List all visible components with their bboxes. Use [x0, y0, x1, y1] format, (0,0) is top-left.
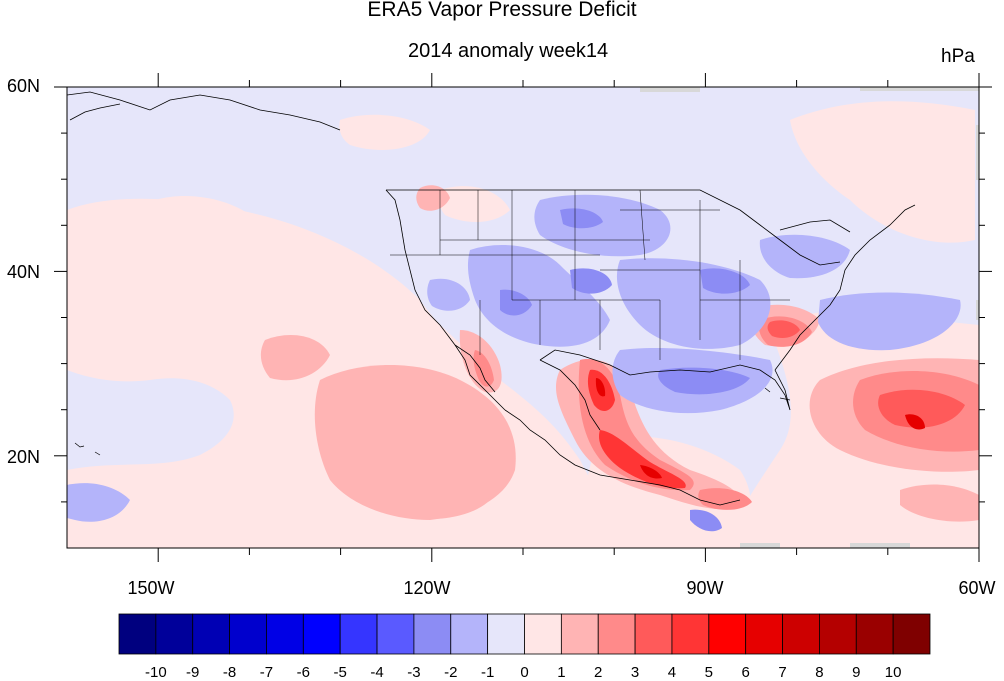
x-label-60w: 60W — [958, 578, 996, 598]
colorbar-swatch — [671, 613, 710, 655]
units-label: hPa — [941, 46, 975, 67]
colorbar-swatch — [597, 613, 636, 655]
colorbar-label: 8 — [815, 664, 824, 681]
colorbar-swatch — [413, 613, 452, 655]
islands — [74, 387, 791, 456]
colorbar-swatch — [118, 613, 157, 655]
axis-ticks — [54, 73, 992, 562]
colorbar-label: 0 — [520, 664, 529, 681]
colorbar-swatch — [266, 613, 304, 655]
colorbar-swatch — [782, 613, 820, 655]
colorbar-swatch — [745, 613, 783, 655]
colorbar — [118, 613, 931, 655]
colorbar-swatch — [229, 613, 267, 655]
map-subtitle: 2014 anomaly week14 — [408, 40, 609, 62]
colorbar-swatch — [450, 613, 489, 655]
colorbar-swatch — [487, 613, 525, 655]
colorbar-label: -1 — [480, 664, 495, 681]
colorbar-swatch — [855, 613, 894, 655]
colorbar-swatch — [376, 613, 415, 655]
colorbar-swatch — [155, 613, 194, 655]
colorbar-label: -8 — [222, 664, 237, 681]
anomaly-negative — [67, 194, 961, 532]
colorbar-swatch — [892, 613, 931, 655]
colorbar-swatch — [524, 613, 562, 655]
y-label-40n: 40N — [6, 262, 40, 282]
colorbar-swatch — [708, 613, 747, 655]
map-title: ERA5 Vapor Pressure Deficit — [367, 0, 637, 21]
anomaly-field — [67, 87, 979, 548]
colorbar-swatch — [302, 613, 341, 655]
colorbar-label: -2 — [444, 664, 458, 681]
colorbar-label: 7 — [778, 664, 787, 681]
colorbar-swatch — [560, 613, 599, 655]
x-label-90w: 90W — [686, 578, 724, 598]
colorbar-label: 9 — [852, 664, 861, 681]
y-label-20n: 20N — [6, 447, 40, 467]
state-borders — [390, 189, 790, 360]
coastlines — [67, 91, 916, 506]
colorbar-swatch — [192, 613, 230, 655]
colorbar-label: 1 — [557, 664, 566, 681]
anomaly-4-to-6 — [587, 320, 965, 489]
colorbar-label: -3 — [407, 664, 421, 681]
colorbar-label: -5 — [333, 664, 347, 681]
colorbar-swatch — [819, 613, 857, 655]
colorbar-label: 2 — [594, 664, 603, 681]
colorbar-label: 5 — [704, 664, 713, 681]
colorbar-label: -4 — [370, 664, 384, 681]
colorbar-label: -7 — [259, 664, 274, 681]
colorbar-swatch — [339, 613, 378, 655]
colorbar-label: -10 — [145, 664, 167, 681]
y-label-60n: 60N — [6, 76, 40, 96]
colorbar-label: -6 — [296, 664, 310, 681]
colorbar-swatch — [634, 613, 673, 655]
missing-data — [640, 87, 979, 548]
x-label-150w: 150W — [127, 578, 175, 598]
colorbar-label: -9 — [186, 664, 200, 681]
colorbar-label: 10 — [884, 664, 902, 681]
colorbar-label: 3 — [630, 664, 640, 681]
colorbar-label: 4 — [667, 664, 677, 681]
colorbar-label: 6 — [741, 664, 750, 681]
x-label-120w: 120W — [403, 578, 451, 598]
